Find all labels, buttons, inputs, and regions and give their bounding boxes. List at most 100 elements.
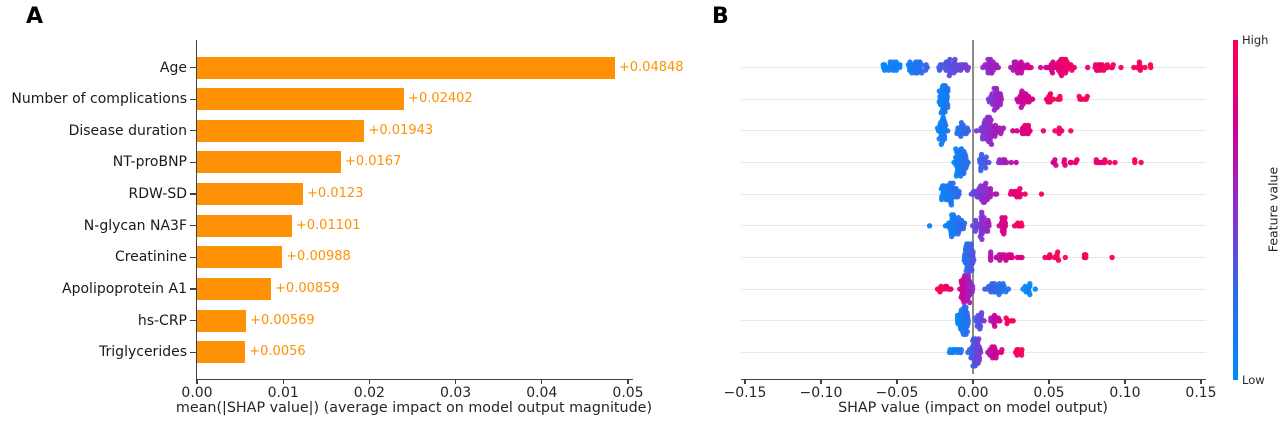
beeswarm-point bbox=[970, 338, 976, 344]
y-tick-mark bbox=[190, 351, 196, 354]
beeswarm-point bbox=[1040, 128, 1047, 134]
beeswarm-point bbox=[974, 194, 980, 200]
beeswarm-point bbox=[1099, 62, 1105, 68]
y-tick-mark bbox=[190, 320, 196, 322]
beeswarm-point bbox=[1008, 159, 1014, 166]
beeswarm-point bbox=[999, 215, 1005, 221]
beeswarm-point bbox=[989, 70, 995, 76]
beeswarm-point bbox=[983, 154, 989, 160]
beeswarm-point bbox=[1019, 254, 1025, 261]
beeswarm-point bbox=[912, 70, 919, 76]
feature-label: NT-proBNP bbox=[112, 154, 187, 171]
beeswarm-point bbox=[955, 125, 961, 131]
beeswarm-point bbox=[979, 209, 985, 215]
feature-label: Disease duration bbox=[68, 122, 187, 139]
bar bbox=[197, 119, 365, 142]
x-tick-label: 0.15 bbox=[1185, 384, 1217, 401]
feature-label: Number of complications bbox=[11, 91, 187, 108]
beeswarm-point bbox=[1003, 289, 1009, 295]
x-tick-mark bbox=[282, 380, 284, 385]
beeswarm-point bbox=[947, 56, 953, 63]
beeswarm-point bbox=[1004, 320, 1010, 327]
beeswarm-point bbox=[937, 289, 943, 295]
feature-label: Creatinine bbox=[114, 249, 187, 266]
beeswarm-point bbox=[1118, 64, 1124, 71]
beeswarm-point bbox=[1024, 130, 1031, 137]
beeswarm-point bbox=[986, 99, 993, 105]
beeswarm-point bbox=[1060, 56, 1066, 63]
beeswarm-point bbox=[942, 283, 948, 290]
beeswarm-point bbox=[970, 223, 976, 229]
beeswarm-point bbox=[969, 267, 975, 273]
beeswarm-point bbox=[890, 59, 896, 65]
beeswarm-point bbox=[1018, 70, 1024, 76]
beeswarm-point bbox=[1056, 59, 1062, 65]
beeswarm-point bbox=[978, 125, 984, 131]
bar bbox=[197, 246, 283, 269]
beeswarm-point bbox=[1084, 93, 1090, 100]
y-tick-mark bbox=[190, 288, 196, 290]
beeswarm-point bbox=[971, 345, 977, 351]
beeswarm-point bbox=[1045, 64, 1051, 71]
colorbar-low-label: Low bbox=[1242, 373, 1265, 387]
beeswarm-point bbox=[1019, 88, 1025, 94]
x-tick-label: 0.03 bbox=[440, 384, 472, 401]
beeswarm-point bbox=[1000, 125, 1007, 131]
beeswarm-point bbox=[985, 349, 991, 356]
beeswarm-point bbox=[960, 309, 967, 315]
beeswarm-point bbox=[999, 347, 1005, 353]
beeswarm-point bbox=[919, 70, 925, 76]
x-tick-label: 0.10 bbox=[1109, 384, 1141, 401]
beeswarm-point bbox=[1018, 191, 1024, 197]
beeswarm-point bbox=[1050, 96, 1057, 102]
beeswarm-point bbox=[905, 62, 912, 68]
beeswarm-point bbox=[1068, 159, 1074, 166]
feature-label: Age bbox=[159, 59, 187, 76]
beeswarm-point bbox=[981, 215, 987, 221]
beeswarm-point bbox=[955, 215, 962, 221]
beeswarm-point bbox=[972, 362, 978, 368]
beeswarm-point bbox=[981, 199, 988, 205]
beeswarm-row bbox=[951, 146, 1144, 179]
bar bbox=[197, 88, 405, 111]
beeswarm-row bbox=[961, 241, 1115, 274]
y-axis-spine bbox=[195, 40, 197, 381]
beeswarm-point bbox=[944, 104, 951, 111]
beeswarm-point bbox=[995, 159, 1002, 166]
beeswarm-point bbox=[1017, 186, 1023, 192]
beeswarm-point bbox=[958, 147, 964, 154]
beeswarm-point bbox=[1032, 286, 1038, 292]
beeswarm-point bbox=[1056, 125, 1062, 131]
zero-reference-line bbox=[972, 40, 974, 374]
bar-value-label: +0.04848 bbox=[618, 59, 684, 75]
beeswarm-point bbox=[1132, 157, 1138, 163]
beeswarm-point bbox=[992, 323, 998, 329]
x-tick-label: 0.02 bbox=[353, 384, 385, 401]
beeswarm-point bbox=[968, 355, 974, 361]
beeswarm-point bbox=[963, 165, 969, 171]
beeswarm-point bbox=[1052, 128, 1058, 134]
y-tick-mark bbox=[190, 225, 196, 227]
beeswarm-point bbox=[1025, 122, 1032, 129]
y-tick-mark bbox=[190, 98, 196, 100]
beeswarm-point bbox=[992, 133, 998, 139]
beeswarm-point bbox=[964, 67, 970, 73]
beeswarm-point bbox=[937, 101, 944, 108]
x-tick-label: −0.05 bbox=[875, 384, 919, 401]
x-tick-label: 0.05 bbox=[612, 384, 644, 401]
beeswarm-point bbox=[1136, 59, 1143, 65]
beeswarm-point bbox=[954, 130, 960, 137]
beeswarm-point bbox=[1107, 159, 1113, 166]
beeswarm-point bbox=[955, 231, 961, 237]
beeswarm-point bbox=[946, 72, 952, 79]
beeswarm-point bbox=[1052, 157, 1058, 163]
beeswarm-point bbox=[1013, 159, 1019, 166]
feature-label: RDW-SD bbox=[128, 186, 187, 203]
beeswarm-point bbox=[907, 67, 913, 73]
x-tick-label: 0.00 bbox=[957, 384, 989, 401]
beeswarm-point bbox=[961, 170, 967, 176]
beeswarm-point bbox=[1018, 220, 1024, 226]
beeswarm-point bbox=[982, 286, 988, 292]
beeswarm-point bbox=[1055, 249, 1061, 255]
bar bbox=[197, 341, 246, 364]
